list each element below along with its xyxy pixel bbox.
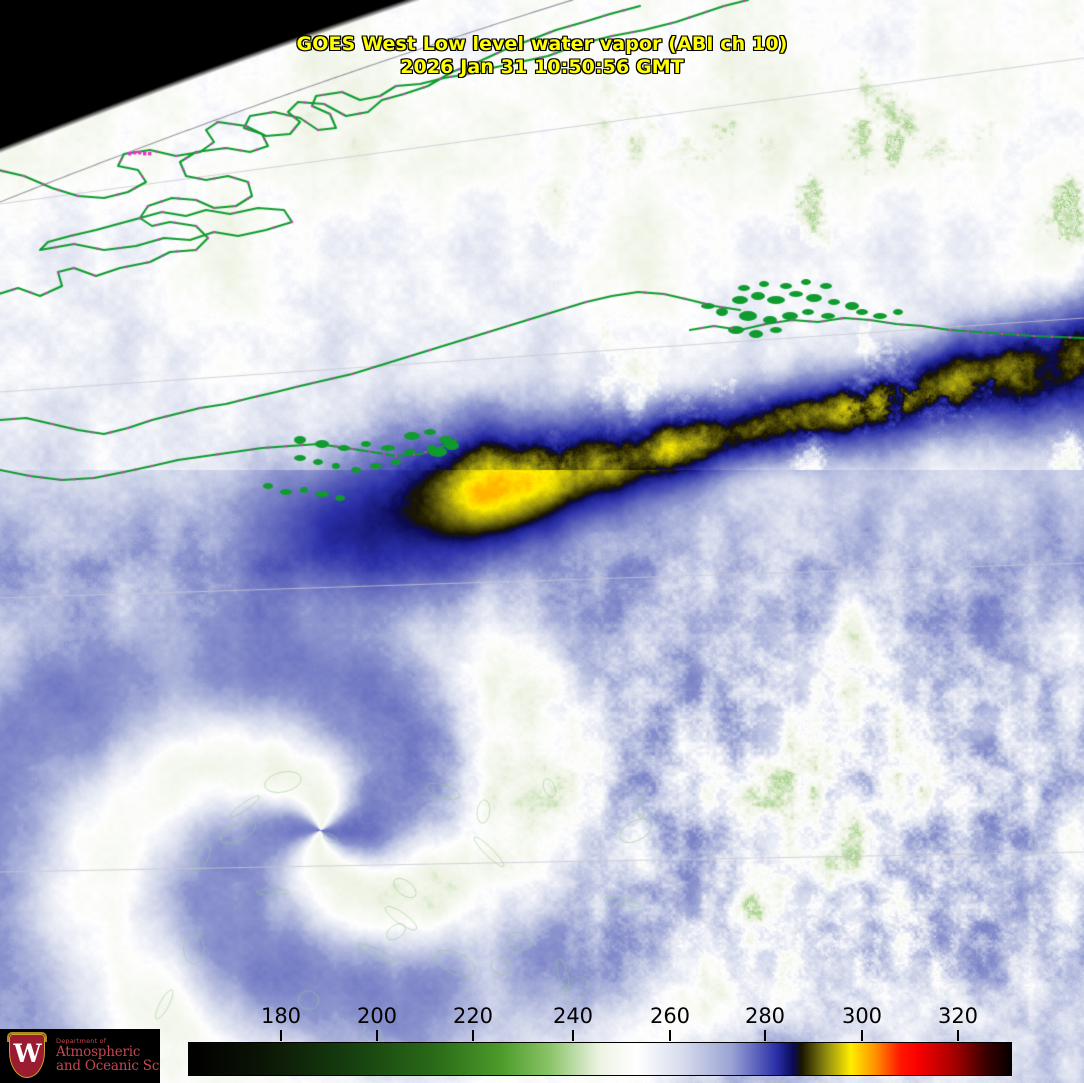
logo-line-oceanic: and Oceanic Sciences bbox=[56, 1060, 160, 1074]
uw-crest-icon: W bbox=[4, 1031, 50, 1081]
colorbar-tick-label-320: 320 bbox=[938, 1004, 978, 1028]
colorbar-tick-label-240: 240 bbox=[553, 1004, 593, 1028]
satellite-image bbox=[0, 0, 1084, 1083]
colorbar-tick-mark-220 bbox=[472, 1030, 474, 1041]
colorbar-tick-mark-260 bbox=[669, 1030, 671, 1041]
colorbar-tick-mark-240 bbox=[572, 1030, 574, 1041]
colorbar-tick-label-260: 260 bbox=[650, 1004, 690, 1028]
colorbar-tick-label-180: 180 bbox=[261, 1004, 301, 1028]
crest-w-letter: W bbox=[4, 1041, 50, 1066]
colorbar-tick-label-220: 220 bbox=[453, 1004, 493, 1028]
logo-text-block: Department of Atmospheric and Oceanic Sc… bbox=[56, 1038, 160, 1073]
uw-aos-logo: W Department of Atmospheric and Oceanic … bbox=[0, 1029, 160, 1083]
colorbar-tick-label-280: 280 bbox=[745, 1004, 785, 1028]
colorbar-tick-mark-200 bbox=[376, 1030, 378, 1041]
goes-water-vapor-viewer: GOES West Low level water vapor (ABI ch … bbox=[0, 0, 1084, 1083]
colorbar-tick-label-300: 300 bbox=[842, 1004, 882, 1028]
colorbar-tick-mark-280 bbox=[764, 1030, 766, 1041]
colorbar-tick-label-200: 200 bbox=[357, 1004, 397, 1028]
colorbar-tick-mark-180 bbox=[280, 1030, 282, 1041]
colorbar-tick-mark-320 bbox=[957, 1030, 959, 1041]
colorbar-gradient bbox=[188, 1042, 1012, 1076]
colorbar-tick-labels: 180 200 220 240 260 280 300 320 bbox=[0, 1000, 1084, 1034]
colorbar-tick-mark-300 bbox=[861, 1030, 863, 1041]
